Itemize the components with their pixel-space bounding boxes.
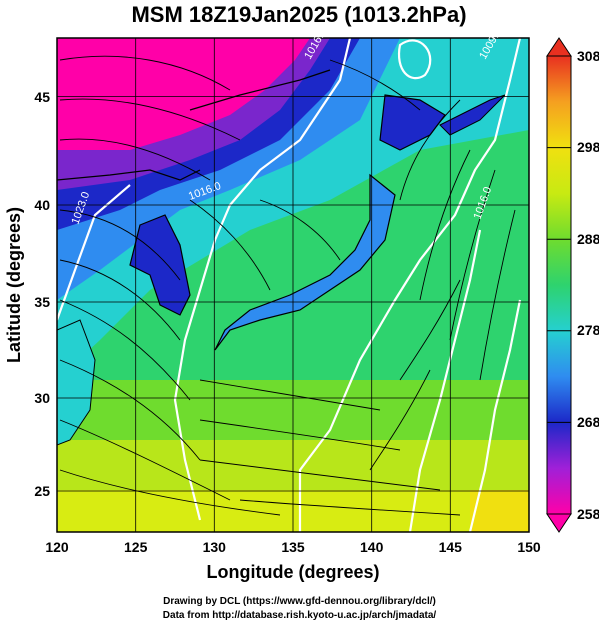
colorbar-tick-label: 288	[577, 231, 599, 247]
isobar-1016-east	[298, 38, 522, 532]
y-tick-label: 45	[34, 89, 50, 105]
y-axis: 25 30 35 40 45 Latitude (degrees)	[4, 89, 50, 499]
y-tick-label: 35	[34, 294, 50, 310]
colorbar-top-arrow	[546, 37, 572, 57]
y-tick-label: 30	[34, 390, 50, 406]
x-axis-label: Longitude (degrees)	[206, 562, 379, 582]
isobar-closed-north	[397, 39, 432, 80]
isobar-1010	[408, 229, 482, 532]
colorbar-tick-label: 298	[577, 139, 599, 155]
credit-data: Data from http://database.rish.kyoto-u.a…	[162, 610, 437, 621]
grid-lines	[57, 38, 529, 532]
x-tick-label: 125	[124, 539, 148, 555]
x-axis: 120 125 130 135 140 145 150 Longitude (d…	[45, 539, 541, 582]
y-axis-label: Latitude (degrees)	[4, 207, 24, 363]
x-tick-label: 135	[281, 539, 305, 555]
colorbar-tick-label: 268	[577, 414, 599, 430]
x-tick-label: 130	[203, 539, 227, 555]
isobar-1023	[57, 184, 131, 321]
x-tick-label: 145	[439, 539, 463, 555]
colorbar-tick-label: 308	[577, 48, 599, 64]
colorbar-bottom-arrow	[546, 513, 572, 533]
chart-title: MSM 18Z19Jan2025 (1013.2hPa)	[131, 2, 466, 27]
x-tick-label: 140	[360, 539, 384, 555]
x-tick-label: 150	[517, 539, 541, 555]
colorbar: 308 298 288 278 268 258	[546, 37, 599, 533]
plot-frame	[56, 37, 530, 533]
y-tick-label: 40	[34, 197, 50, 213]
x-tick-label: 120	[45, 539, 69, 555]
wind-streamlines	[59, 55, 516, 516]
colorbar-tick-label: 258	[577, 506, 599, 522]
colorbar-ramp	[546, 55, 572, 515]
credit-drawing: Drawing by DCL (https://www.gfd-dennou.o…	[163, 596, 436, 607]
isobar-1016-west	[173, 38, 352, 521]
y-tick-label: 25	[34, 483, 50, 499]
contour-label: 1010.0	[400, 26, 434, 38]
colorbar-tick-label: 278	[577, 322, 599, 338]
